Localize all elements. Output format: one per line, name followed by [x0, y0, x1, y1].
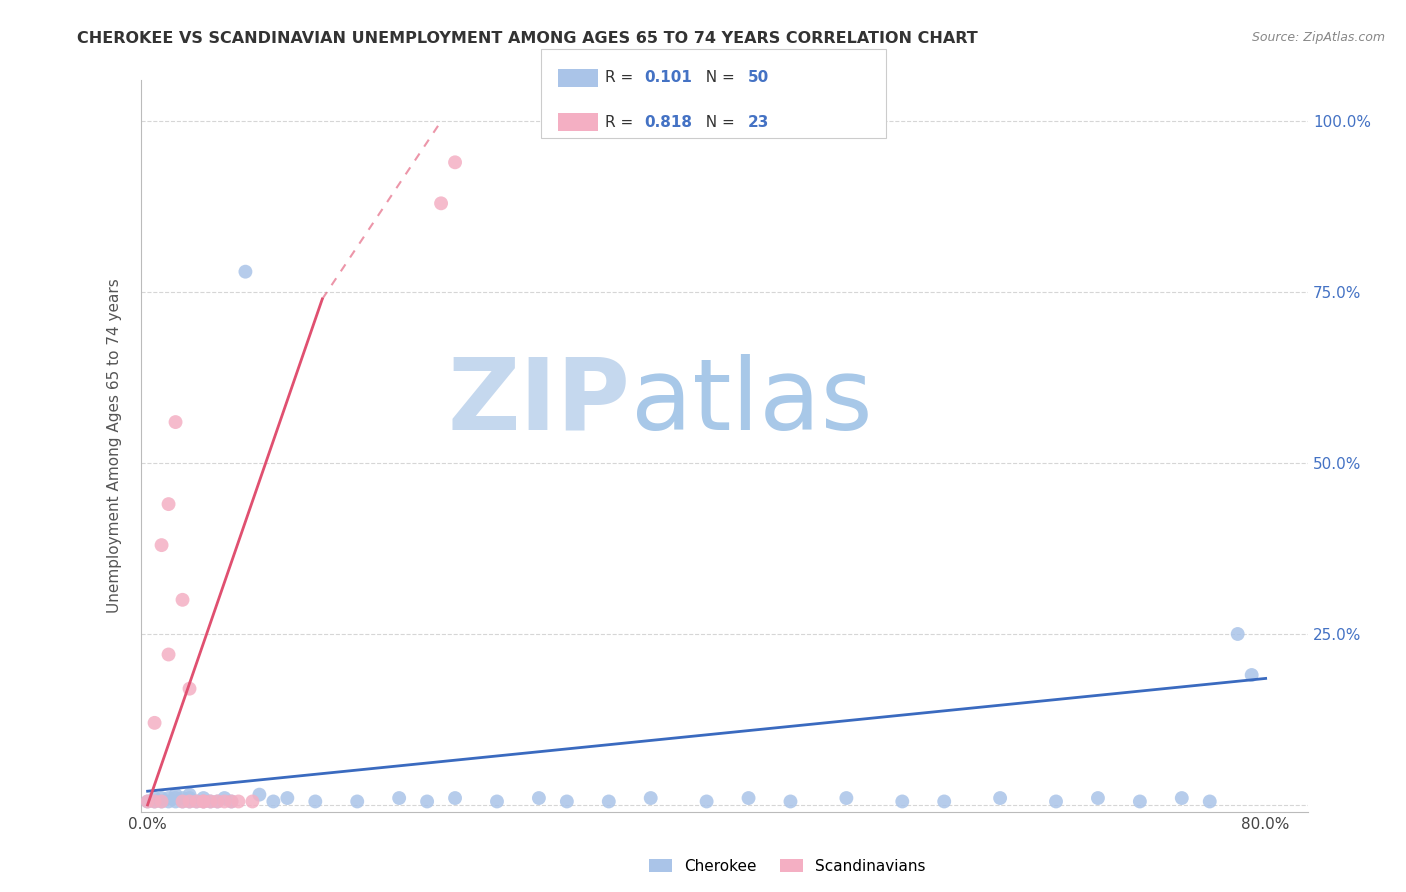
Point [200, 795, 222, 809]
Point [988, 791, 1011, 805]
Point [1045, 795, 1067, 809]
Point [193, 791, 215, 805]
Point [136, 795, 159, 809]
Point [143, 795, 166, 809]
Text: N =: N = [696, 70, 740, 85]
Point [247, 788, 270, 802]
Legend: Cherokee, Scandinavians: Cherokee, Scandinavians [643, 853, 932, 880]
Text: 0.101: 0.101 [644, 70, 692, 85]
Point [150, 538, 173, 552]
Point [485, 795, 508, 809]
Text: N =: N = [696, 115, 740, 129]
Point [388, 791, 411, 805]
Point [235, 265, 257, 279]
Point [165, 788, 187, 802]
Point [221, 795, 243, 809]
Point [779, 795, 801, 809]
Point [172, 795, 194, 809]
Point [346, 795, 368, 809]
Text: 50: 50 [748, 70, 769, 85]
Point [640, 791, 662, 805]
Point [193, 795, 215, 809]
Text: R =: R = [605, 70, 638, 85]
Point [598, 795, 620, 809]
Point [172, 592, 194, 607]
Point [143, 715, 166, 730]
Point [835, 791, 858, 805]
Point [1171, 791, 1194, 805]
Point [193, 795, 215, 809]
Point [891, 795, 914, 809]
Point [179, 681, 201, 696]
Point [221, 795, 243, 809]
Point [737, 791, 759, 805]
Point [214, 791, 236, 805]
Point [179, 795, 201, 809]
Point [186, 795, 208, 809]
Text: R =: R = [605, 115, 638, 129]
Point [150, 795, 173, 809]
Point [157, 648, 180, 662]
Point [157, 795, 180, 809]
Text: Source: ZipAtlas.com: Source: ZipAtlas.com [1251, 31, 1385, 45]
Point [200, 795, 222, 809]
Point [555, 795, 578, 809]
Text: atlas: atlas [631, 353, 872, 450]
Point [165, 795, 187, 809]
Text: 23: 23 [748, 115, 769, 129]
Point [934, 795, 956, 809]
Point [157, 791, 180, 805]
Point [150, 795, 173, 809]
Point [207, 795, 229, 809]
Point [304, 795, 326, 809]
Point [276, 791, 298, 805]
Point [193, 795, 215, 809]
Point [136, 795, 159, 809]
Point [179, 788, 201, 802]
Point [143, 795, 166, 809]
Y-axis label: Unemployment Among Ages 65 to 74 years: Unemployment Among Ages 65 to 74 years [107, 278, 122, 614]
Point [696, 795, 718, 809]
Point [1129, 795, 1152, 809]
Point [179, 795, 201, 809]
Point [228, 795, 250, 809]
Point [143, 791, 166, 805]
Point [172, 791, 194, 805]
Text: 0.818: 0.818 [644, 115, 692, 129]
Point [262, 795, 284, 809]
Point [527, 791, 550, 805]
Point [1087, 791, 1109, 805]
Point [416, 795, 439, 809]
Point [1226, 627, 1249, 641]
Point [430, 196, 453, 211]
Point [1240, 668, 1263, 682]
Point [150, 791, 173, 805]
Point [172, 795, 194, 809]
Point [165, 415, 187, 429]
Point [165, 791, 187, 805]
Point [157, 497, 180, 511]
Point [242, 795, 264, 809]
Text: ZIP: ZIP [449, 353, 631, 450]
Text: CHEROKEE VS SCANDINAVIAN UNEMPLOYMENT AMONG AGES 65 TO 74 YEARS CORRELATION CHAR: CHEROKEE VS SCANDINAVIAN UNEMPLOYMENT AM… [77, 31, 979, 46]
Point [214, 795, 236, 809]
Point [444, 155, 467, 169]
Point [444, 791, 467, 805]
Point [186, 795, 208, 809]
Point [179, 791, 201, 805]
Point [207, 795, 229, 809]
Point [1198, 795, 1220, 809]
